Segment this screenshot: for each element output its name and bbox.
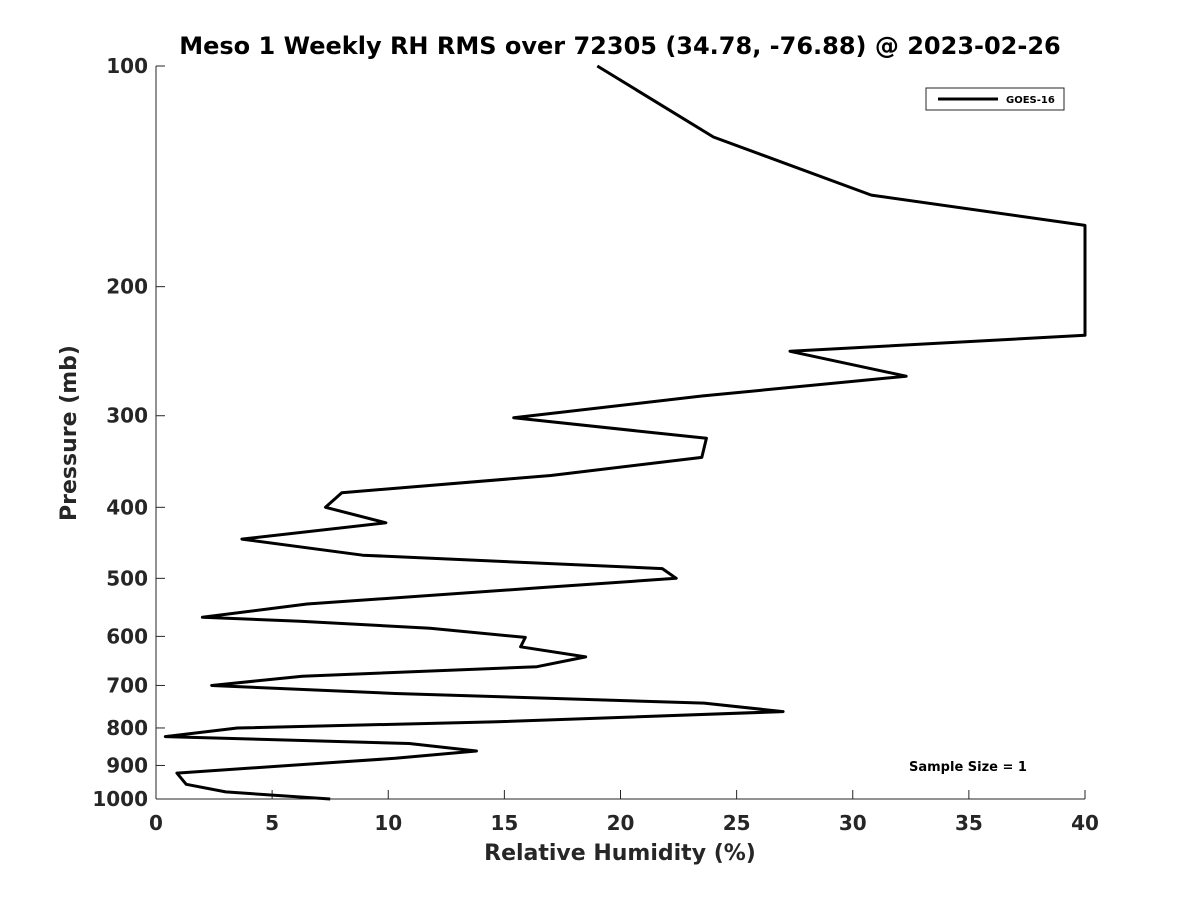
x-tick-label: 30	[839, 811, 867, 835]
x-tick-label: 35	[955, 811, 983, 835]
x-tick-label: 25	[723, 811, 751, 835]
y-tick-label: 600	[106, 624, 148, 648]
x-tick-label: 0	[149, 811, 163, 835]
y-tick-label: 900	[106, 753, 148, 777]
y-tick-label: 700	[106, 673, 148, 697]
legend-label: GOES-16	[1006, 95, 1055, 106]
x-axis-label: Relative Humidity (%)	[484, 841, 756, 866]
chart-title: Meso 1 Weekly RH RMS over 72305 (34.78, …	[179, 32, 1061, 60]
y-tick-label: 400	[106, 495, 148, 519]
y-tick-label: 500	[106, 566, 148, 590]
x-tick-label: 40	[1071, 811, 1099, 835]
plot-axes: 0 5 10 15 20 25 30 35 40 100 200 300 400 500 600 700 800…	[92, 54, 1099, 835]
x-tick-label: 5	[265, 811, 279, 835]
y-tick-label: 300	[106, 404, 148, 428]
y-axis-label: Pressure (mb)	[57, 345, 82, 521]
series-layer	[163, 64, 1087, 801]
sample-size-annotation: Sample Size = 1	[909, 760, 1027, 775]
y-tick-label: 200	[106, 275, 148, 299]
series-line-goes-16	[163, 64, 1087, 801]
y-tick-label: 800	[106, 716, 148, 740]
x-tick-label: 15	[490, 811, 518, 835]
y-tick-label: 1000	[92, 787, 148, 811]
x-tick-label: 10	[374, 811, 402, 835]
y-tick-label: 100	[106, 54, 148, 78]
x-tick-label: 20	[607, 811, 635, 835]
legend: GOES-16	[925, 87, 1065, 111]
